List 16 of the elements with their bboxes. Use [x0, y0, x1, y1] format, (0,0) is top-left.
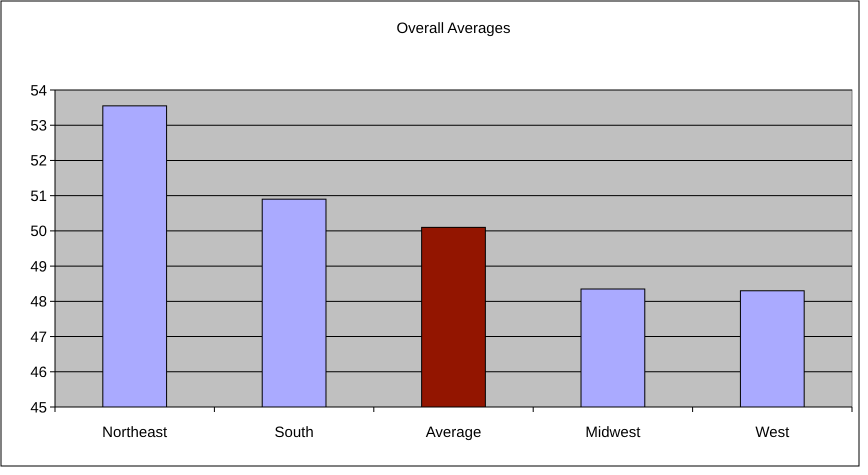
y-tick-label: 52: [30, 152, 47, 170]
x-tick-label: Northeast: [102, 424, 168, 441]
x-tick-label: Average: [426, 424, 482, 441]
y-tick-label: 47: [30, 328, 47, 346]
y-tick-label: 50: [30, 223, 47, 240]
y-tick-label: 51: [30, 188, 47, 205]
y-tick-label: 49: [30, 258, 47, 276]
x-tick-label: South: [274, 424, 314, 441]
y-tick-label: 53: [30, 117, 47, 134]
y-tick-label: 45: [30, 399, 47, 416]
chart-title: Overall Averages: [396, 20, 510, 37]
x-tick-label: Midwest: [585, 424, 642, 441]
y-tick-label: 54: [30, 82, 47, 100]
x-tick-label: West: [755, 424, 790, 441]
y-tick-label: 48: [30, 294, 47, 311]
y-tick-label: 46: [30, 364, 47, 382]
